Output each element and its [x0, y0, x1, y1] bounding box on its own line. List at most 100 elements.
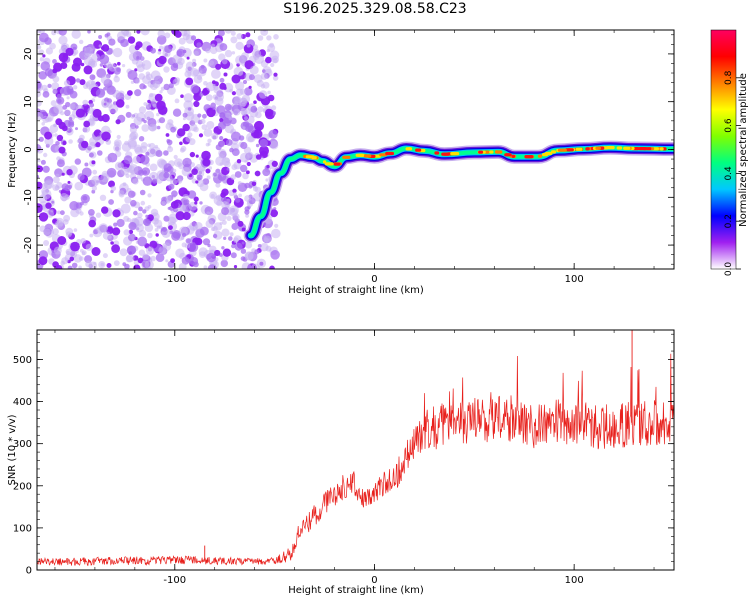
noise-speckle	[98, 35, 103, 39]
noise-speckle	[126, 253, 135, 263]
noise-speckle	[211, 69, 221, 79]
noise-speckle	[184, 243, 191, 249]
noise-speckle	[60, 62, 68, 69]
noise-speckle	[88, 152, 94, 158]
noise-speckle	[196, 179, 205, 188]
noise-speckle	[75, 127, 78, 131]
noise-speckle	[248, 185, 253, 189]
noise-speckle	[79, 39, 84, 45]
noise-speckle	[52, 261, 59, 268]
noise-speckle	[231, 51, 236, 55]
snr-series	[37, 330, 674, 566]
noise-speckle	[210, 194, 215, 199]
noise-speckle	[198, 247, 208, 257]
noise-speckle	[176, 48, 185, 58]
noise-speckle	[273, 34, 279, 40]
noise-speckle	[255, 143, 260, 148]
noise-speckle	[259, 138, 269, 148]
noise-speckle	[191, 168, 198, 175]
noise-speckle	[211, 132, 219, 140]
noise-speckle	[192, 58, 197, 63]
noise-speckle	[106, 263, 112, 268]
noise-speckle	[141, 60, 152, 70]
noise-speckle	[177, 128, 186, 137]
noise-speckle	[42, 165, 50, 173]
noise-speckle	[115, 119, 121, 125]
noise-speckle	[180, 94, 184, 98]
noise-speckle	[154, 93, 163, 102]
noise-speckle	[41, 122, 45, 126]
noise-speckle	[60, 111, 65, 116]
noise-speckle	[206, 175, 211, 180]
snr-ylabel: SNR (10 * v/v)	[7, 414, 18, 485]
noise-speckle	[133, 260, 139, 266]
noise-speckle	[75, 108, 85, 118]
noise-speckle	[141, 124, 150, 132]
noise-speckle	[192, 69, 200, 77]
noise-speckle	[265, 56, 272, 64]
noise-speckle	[119, 248, 128, 257]
noise-speckle	[260, 84, 266, 89]
noise-speckle	[113, 260, 120, 266]
noise-speckle	[270, 62, 275, 68]
noise-speckle	[148, 123, 157, 132]
noise-speckle	[116, 218, 125, 228]
noise-speckle	[142, 209, 147, 214]
noise-speckle	[66, 250, 71, 255]
noise-speckle	[224, 49, 233, 58]
noise-speckle	[237, 220, 244, 227]
ridge-hot-segment	[585, 147, 589, 151]
noise-speckle	[143, 119, 147, 124]
noise-speckle	[61, 257, 69, 265]
noise-speckle	[102, 253, 108, 259]
noise-speckle	[145, 151, 150, 156]
noise-speckle	[165, 196, 172, 203]
noise-speckle	[128, 52, 138, 62]
noise-speckle	[219, 77, 225, 83]
noise-speckle	[81, 140, 89, 149]
noise-speckle	[260, 72, 268, 80]
noise-speckle	[42, 54, 46, 58]
noise-speckle	[157, 30, 165, 38]
noise-speckle	[240, 141, 248, 150]
ridge-hot-segment	[537, 154, 542, 158]
noise-speckle	[91, 53, 101, 63]
noise-speckle	[205, 168, 211, 174]
noise-speckle	[229, 130, 234, 135]
noise-speckle	[215, 182, 221, 188]
noise-speckle	[79, 134, 85, 141]
noise-speckle	[82, 99, 89, 106]
noise-speckle	[116, 134, 121, 140]
noise-speckle	[214, 249, 221, 257]
noise-speckle	[37, 99, 42, 107]
noise-speckle	[54, 133, 58, 137]
noise-speckle	[254, 170, 261, 177]
noise-speckle	[101, 131, 111, 142]
noise-speckle	[172, 230, 182, 239]
colorbar: 0.0 0.2 0.4 0.6 0.8 Normalized spectral ampl…	[710, 29, 749, 276]
noise-speckle	[37, 165, 44, 173]
ridge-hot-segment	[443, 152, 451, 156]
noise-speckle	[257, 244, 262, 248]
noise-speckle	[50, 209, 54, 213]
noise-speckle	[53, 123, 57, 128]
noise-speckle	[173, 154, 178, 160]
noise-speckle	[102, 231, 112, 240]
noise-speckle	[145, 71, 151, 77]
noise-speckle	[103, 87, 107, 91]
noise-speckle	[238, 193, 243, 198]
noise-speckle	[84, 46, 94, 57]
noise-speckle	[229, 205, 239, 216]
noise-speckle	[268, 129, 278, 139]
noise-speckle	[153, 219, 163, 228]
noise-speckle	[125, 111, 132, 118]
noise-speckle	[252, 49, 262, 59]
noise-speckle	[71, 30, 81, 39]
noise-speckle	[206, 107, 216, 118]
noise-speckle	[128, 222, 137, 231]
noise-speckle	[189, 151, 196, 158]
noise-speckle	[170, 63, 179, 72]
noise-speckle	[62, 86, 72, 96]
noise-speckle	[69, 256, 75, 262]
noise-speckle	[152, 80, 161, 89]
